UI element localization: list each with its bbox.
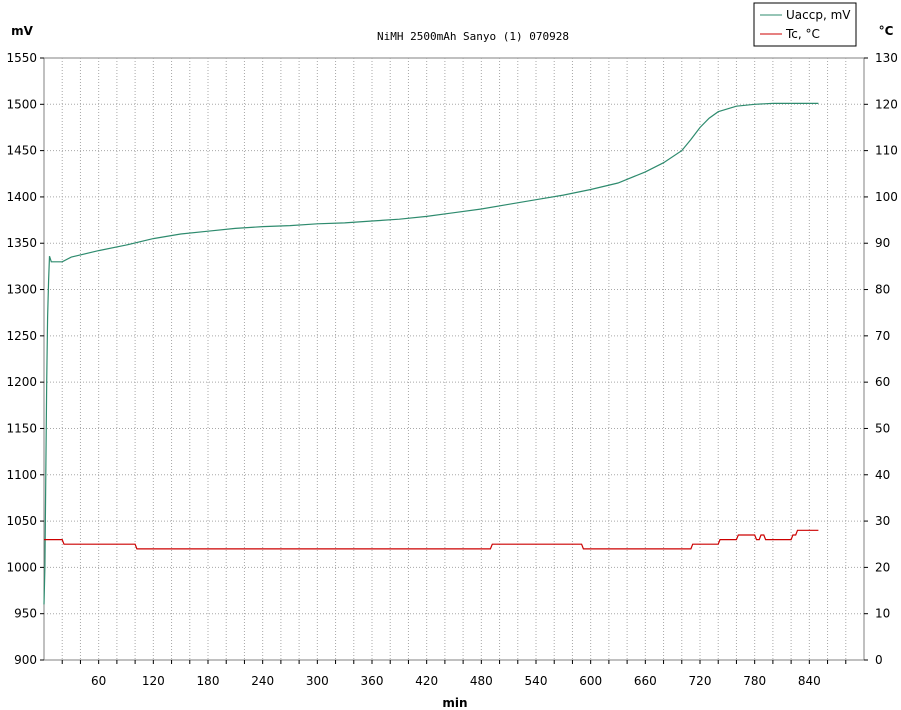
y-left-tick-label: 950 (14, 607, 37, 621)
x-tick-label: 240 (251, 674, 274, 688)
x-axis: 60 120 180 240 300 360 420 480 540 600 660 720 780 84… (61, 660, 847, 688)
y-left-tick-label: 1100 (6, 468, 37, 482)
y-left-tick-label: 1200 (6, 375, 37, 389)
gridlines (44, 58, 864, 660)
y-left-tick-label: 1550 (6, 51, 37, 65)
y-left-tick-label: 1000 (6, 560, 37, 574)
x-tick-label: 480 (470, 674, 493, 688)
x-tick-label: 180 (197, 674, 220, 688)
y-right-tick-label: 110 (875, 144, 898, 158)
y-right-tick-label: 100 (875, 190, 898, 204)
y-right-tick-label: 30 (875, 514, 890, 528)
y-left-tick-label: 1350 (6, 236, 37, 250)
x-tick-label: 120 (142, 674, 165, 688)
legend: Uaccp, mV Tc, °C (753, 2, 857, 47)
x-tick-label: 720 (689, 674, 712, 688)
x-tick-label: 840 (798, 674, 821, 688)
plot-area (43, 57, 865, 661)
y-right-tick-label: 130 (875, 51, 898, 65)
y-right-tick-label: 0 (875, 653, 883, 667)
y-right-tick-label: 70 (875, 329, 890, 343)
y-right-tick-label: 20 (875, 560, 890, 574)
x-tick-label: 360 (361, 674, 384, 688)
series-line-0 (43, 102, 819, 605)
legend-label-voltage: Uaccp, mV (786, 8, 851, 22)
y-axis-left-label: mV (11, 24, 34, 38)
y-right-tick-label: 80 (875, 283, 890, 297)
y-left-tick-label: 1250 (6, 329, 37, 343)
y-left-tick-label: 1300 (6, 283, 37, 297)
y-left-tick-label: 1400 (6, 190, 37, 204)
y-left-tick-label: 1050 (6, 514, 37, 528)
series-layer (43, 102, 819, 605)
y-axis-right: 0 10 20 30 40 50 60 70 80 90 100 110 120 130 (864, 51, 898, 667)
legend-label-temperature: Tc, °C (785, 27, 820, 41)
chart-title: NiMH 2500mAh Sanyo (1) 070928 (377, 30, 569, 43)
x-tick-label: 540 (525, 674, 548, 688)
x-tick-label: 660 (634, 674, 657, 688)
y-axis-left: 900 950 1000 1050 1100 1150 1200 1250 1300 1350 14… (6, 51, 44, 667)
y-right-tick-label: 10 (875, 607, 890, 621)
y-left-tick-label: 1500 (6, 97, 37, 111)
legend-box (753, 2, 857, 47)
y-left-tick-label: 1150 (6, 421, 37, 435)
y-right-tick-label: 90 (875, 236, 890, 250)
x-tick-label: 600 (579, 674, 602, 688)
y-right-tick-label: 40 (875, 468, 890, 482)
y-right-tick-label: 120 (875, 97, 898, 111)
x-axis-label: min (442, 696, 467, 710)
y-left-tick-label: 900 (14, 653, 37, 667)
x-tick-label: 300 (306, 674, 329, 688)
y-left-tick-label: 1450 (6, 144, 37, 158)
x-tick-label: 60 (91, 674, 106, 688)
y-right-tick-label: 60 (875, 375, 890, 389)
series-line-1 (44, 529, 819, 550)
x-tick-label: 420 (415, 674, 438, 688)
y-right-tick-label: 50 (875, 421, 890, 435)
y-axis-right-label: °C (879, 24, 894, 38)
x-tick-label: 780 (743, 674, 766, 688)
